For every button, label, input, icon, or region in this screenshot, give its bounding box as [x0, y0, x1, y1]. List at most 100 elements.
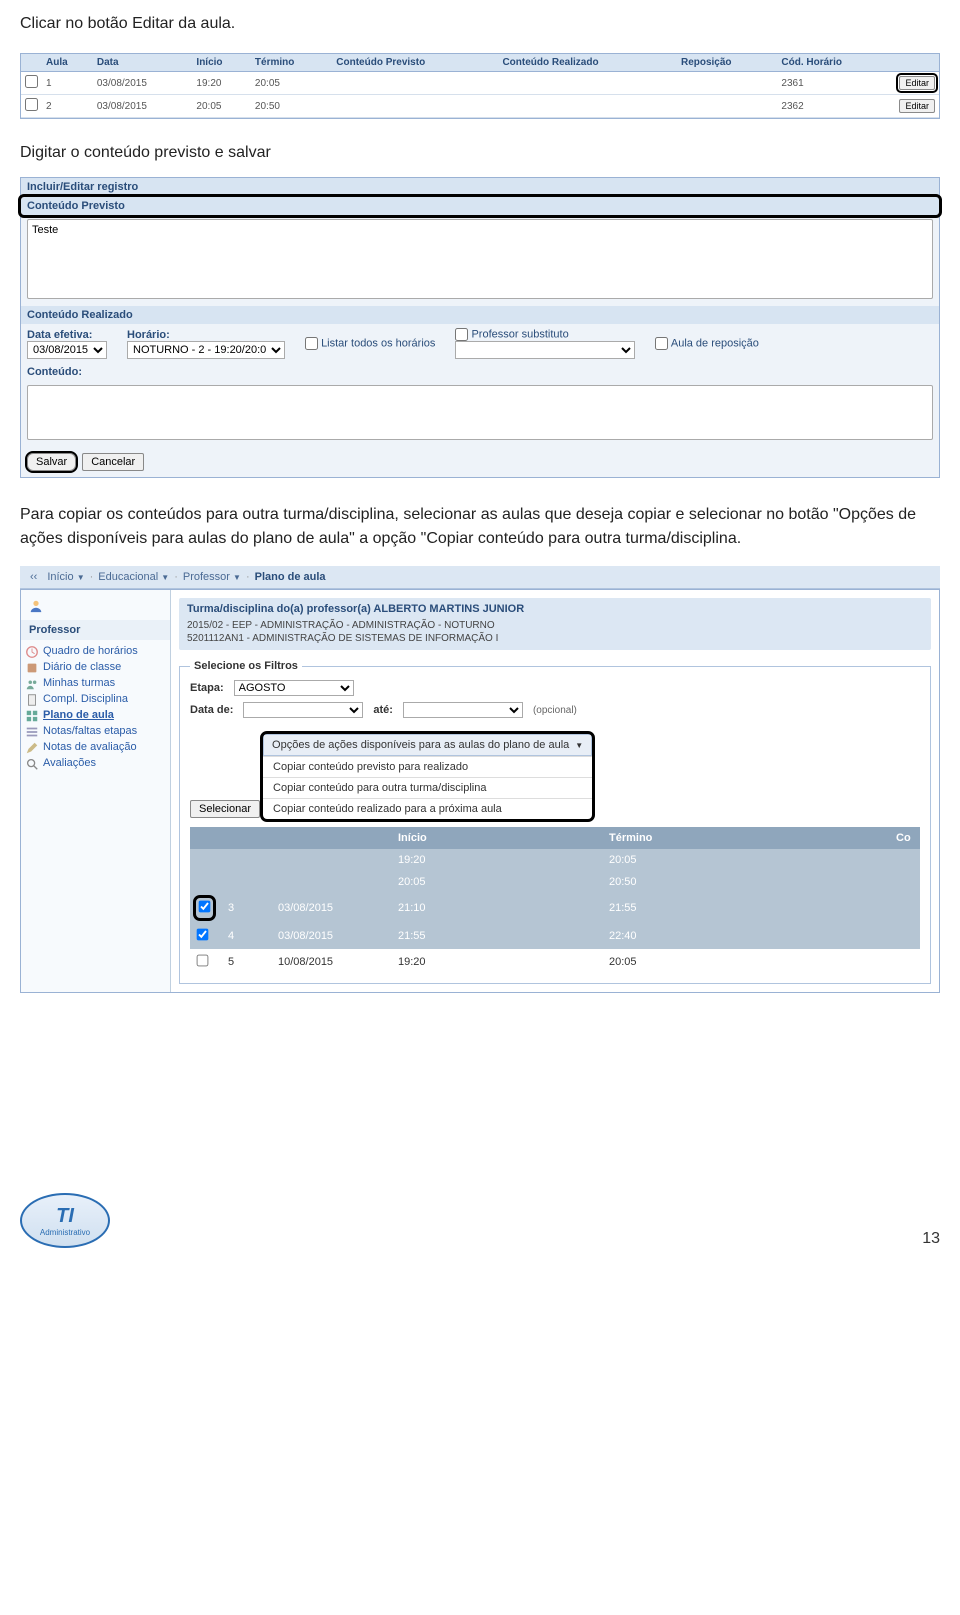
- table-row: 2 03/08/2015 20:05 20:50 2362 Editar: [21, 95, 939, 118]
- search-icon: [25, 757, 39, 771]
- table-header-row: Aula Data Início Término Conteúdo Previs…: [21, 54, 939, 72]
- sidebar-item-avalia-es[interactable]: Avaliações: [21, 755, 170, 771]
- row-checkbox[interactable]: [197, 929, 209, 941]
- sidebar-item-plano-de-aula[interactable]: Plano de aula: [21, 707, 170, 723]
- cancelar-button[interactable]: Cancelar: [82, 453, 144, 471]
- breadcrumb-back-icon[interactable]: ‹‹: [30, 571, 37, 583]
- breadcrumb: ‹‹ Início ▼ · Educacional ▼ · Professor …: [20, 566, 940, 589]
- cell-termino: 20:50: [251, 95, 332, 118]
- cell-prev: [332, 72, 498, 95]
- cell-cod: 2361: [777, 72, 895, 95]
- editar-button[interactable]: Editar: [899, 99, 935, 113]
- cell-real: [498, 72, 677, 95]
- aula-table: Aula Data Início Término Conteúdo Previs…: [20, 53, 940, 119]
- option-item[interactable]: Copiar conteúdo realizado para a próxima…: [263, 798, 592, 819]
- chevron-down-icon: ▼: [575, 741, 583, 750]
- row-checkbox[interactable]: [197, 955, 209, 967]
- col-data: Data: [93, 54, 193, 72]
- conteudo-input[interactable]: [27, 385, 933, 440]
- cell-inicio: 21:10: [392, 893, 603, 923]
- book-icon: [25, 661, 39, 675]
- data-de-select[interactable]: [243, 702, 363, 718]
- sidebar-item-notas-faltas-etapas[interactable]: Notas/faltas etapas: [21, 723, 170, 739]
- prof-sub-label: Professor substituto: [471, 328, 568, 340]
- sidebar-item-di-rio-de-classe[interactable]: Diário de classe: [21, 659, 170, 675]
- opcional-label: (opcional): [533, 705, 577, 716]
- sidebar-item-label: Compl. Disciplina: [43, 693, 128, 705]
- sidebar-item-label: Notas de avaliação: [43, 741, 137, 753]
- cell-data: [272, 871, 392, 893]
- conteudo-previsto-input[interactable]: Teste: [27, 219, 933, 299]
- option-item[interactable]: Copiar conteúdo previsto para realizado: [263, 756, 592, 777]
- cell-num: 3: [222, 893, 272, 923]
- listar-todos-checkbox[interactable]: [305, 337, 318, 350]
- cell-data: [272, 849, 392, 871]
- ate-select[interactable]: [403, 702, 523, 718]
- breadcrumb-item[interactable]: Professor ▼: [183, 571, 241, 583]
- cell-inicio: 19:20: [192, 72, 251, 95]
- cell-data: 03/08/2015: [272, 923, 392, 949]
- prof-sub-select[interactable]: [455, 341, 635, 359]
- list-icon: [25, 725, 39, 739]
- row-checkbox[interactable]: [25, 98, 38, 111]
- clock-icon: [25, 645, 39, 659]
- sidebar-item-minhas-turmas[interactable]: Minhas turmas: [21, 675, 170, 691]
- conteudo-label: Conteúdo:: [21, 363, 939, 381]
- sidebar-item-compl-disciplina[interactable]: Compl. Disciplina: [21, 691, 170, 707]
- aula-rep-checkbox[interactable]: [655, 337, 668, 350]
- data-efetiva-label: Data efetiva:: [27, 329, 92, 341]
- horario-select[interactable]: NOTURNO - 2 - 19:20/20:0: [127, 341, 285, 359]
- cell-real: [498, 95, 677, 118]
- cell-num: 4: [222, 923, 272, 949]
- options-dropdown-toggle[interactable]: Opções de ações disponíveis para as aula…: [263, 734, 592, 756]
- panel-title: Incluir/Editar registro: [21, 178, 939, 197]
- conteudo-realizado-label: Conteúdo Realizado: [21, 306, 939, 324]
- editar-button[interactable]: Editar: [899, 76, 935, 90]
- col-co: Co: [890, 827, 920, 849]
- instruction-1: Clicar no botão Editar da aula.: [20, 15, 940, 33]
- filters-legend: Selecione os Filtros: [190, 660, 302, 672]
- table-row: 1 03/08/2015 19:20 20:05 2361 Editar: [21, 72, 939, 95]
- professor-icon: [29, 599, 43, 613]
- cell-termino: 20:05: [251, 72, 332, 95]
- cell-termino: 20:05: [603, 949, 890, 975]
- col-real: Conteúdo Realizado: [498, 54, 677, 72]
- breadcrumb-item[interactable]: Início ▼: [47, 571, 84, 583]
- breadcrumb-item[interactable]: Educacional ▼: [98, 571, 169, 583]
- listar-todos-label: Listar todos os horários: [321, 337, 435, 349]
- etapa-select[interactable]: AGOSTO: [234, 680, 354, 696]
- selecionar-button[interactable]: Selecionar: [190, 800, 260, 818]
- content-area: Turma/disciplina do(a) professor(a) ALBE…: [171, 590, 939, 992]
- option-item[interactable]: Copiar conteúdo para outra turma/discipl…: [263, 777, 592, 798]
- cell-num: [222, 871, 272, 893]
- edit-panel: Incluir/Editar registro Conteúdo Previst…: [20, 177, 940, 478]
- cell-inicio: 20:05: [192, 95, 251, 118]
- col-rep: Reposição: [677, 54, 777, 72]
- instruction-2: Digitar o conteúdo previsto e salvar: [20, 144, 940, 162]
- row-checkbox[interactable]: [25, 75, 38, 88]
- sidebar: Professor Quadro de horários Diário de cl…: [21, 590, 171, 992]
- cell-termino: 20:50: [603, 871, 890, 893]
- cell-termino: 21:55: [603, 893, 890, 923]
- options-header-text: Opções de ações disponíveis para as aula…: [272, 739, 569, 751]
- data-efetiva-select[interactable]: 03/08/2015: [27, 341, 107, 359]
- conteudo-previsto-label: Conteúdo Previsto: [21, 197, 939, 215]
- row-checkbox[interactable]: [199, 901, 211, 913]
- turma-box: Turma/disciplina do(a) professor(a) ALBE…: [179, 598, 931, 650]
- sidebar-item-notas-de-avalia-o[interactable]: Notas de avaliação: [21, 739, 170, 755]
- prof-sub-checkbox[interactable]: [455, 328, 468, 341]
- cell-prev: [332, 95, 498, 118]
- breadcrumb-current: Plano de aula: [255, 571, 326, 583]
- salvar-button[interactable]: Salvar: [27, 453, 76, 471]
- table-row: 20:0520:50: [190, 871, 920, 893]
- horario-label: Horário:: [127, 329, 170, 341]
- cell-cod: 2362: [777, 95, 895, 118]
- sidebar-item-quadro-de-hor-rios[interactable]: Quadro de horários: [21, 643, 170, 659]
- col-termino: Término: [251, 54, 332, 72]
- sidebar-item-label: Avaliações: [43, 757, 96, 769]
- footer: TI Administrativo 13: [20, 1193, 940, 1248]
- sidebar-title: Professor: [21, 620, 170, 640]
- sidebar-item-label: Quadro de horários: [43, 645, 138, 657]
- ti-logo: TI Administrativo: [20, 1193, 110, 1248]
- logo-sub-text: Administrativo: [40, 1228, 90, 1237]
